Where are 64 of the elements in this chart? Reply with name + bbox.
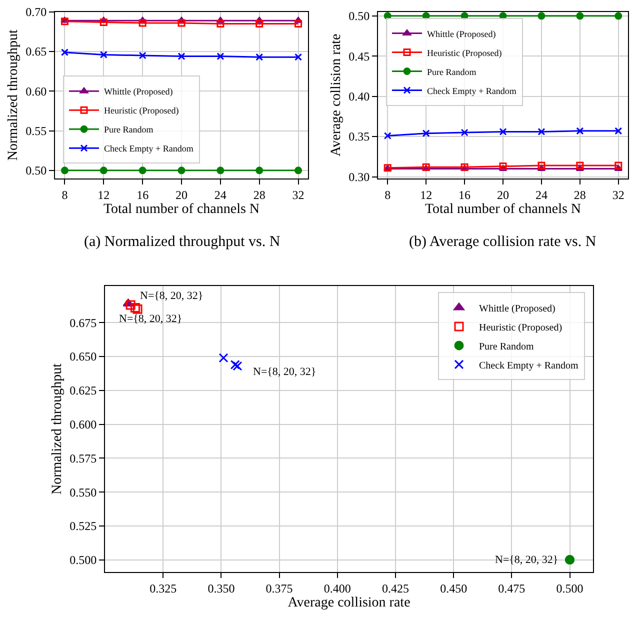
text: (b) Average collision rate vs. N: [409, 234, 596, 250]
y-tick-label: 0.600: [70, 417, 97, 432]
x-tick-label: 12: [420, 188, 432, 202]
x-tick-label: 0.400: [324, 581, 351, 596]
y-tick-label: 0.30: [348, 170, 370, 184]
y-tick-label: 0.50: [348, 9, 370, 24]
x-tick-label: 8: [62, 188, 68, 202]
y-tick-label: 0.575: [70, 451, 97, 466]
legend-label: Heuristic (Proposed): [479, 322, 562, 334]
x-axis-title: Total number of channels N: [103, 202, 260, 218]
legend-label: Whittle (Proposed): [427, 28, 496, 39]
y-tick-label: 0.35: [348, 130, 370, 144]
y-tick-label: 0.625: [70, 384, 97, 398]
y-tick-label: 0.550: [70, 485, 97, 500]
legend-label: Check Empty + Random: [104, 144, 194, 154]
x-tick-label: 0.325: [150, 581, 177, 596]
x-tick-label: 16: [136, 188, 149, 202]
annotation: N={8, 20, 32}: [495, 554, 558, 566]
x-tick-label: 24: [214, 188, 226, 202]
x-tick-label: 0.425: [382, 581, 409, 596]
text: (a) Normalized throughput vs. N: [84, 234, 280, 250]
x-tick-label: 28: [253, 188, 266, 202]
x-tick-label: 24: [535, 188, 548, 202]
x-tick-label: 16: [458, 188, 471, 202]
y-axis-title: Normalized throughput: [6, 30, 22, 161]
legend-label: Check Empty + Random: [479, 360, 578, 372]
y-tick-label: 0.70: [26, 5, 47, 20]
y-tick-label: 0.650: [70, 350, 97, 364]
y-tick-label: 0.40: [348, 90, 370, 104]
x-tick-label: 0.450: [440, 581, 468, 596]
y-tick-label: 0.55: [26, 124, 47, 138]
x-tick-label: 32: [612, 188, 624, 202]
x-tick-label: 12: [98, 188, 110, 202]
legend-label: Pure Random: [427, 66, 476, 77]
x-tick-label: 32: [292, 188, 304, 202]
legend-label: Whittle (Proposed): [479, 303, 556, 314]
y-tick-label: 0.50: [26, 164, 47, 178]
x-tick-label: 0.500: [556, 581, 584, 596]
y-tick-label: 0.65: [26, 44, 47, 59]
legend-label: Check Empty + Random: [427, 86, 516, 96]
y-axis-title: Average collision rate: [329, 34, 344, 156]
x-tick-label: 0.475: [498, 581, 526, 596]
legend-label: Pure Random: [479, 341, 534, 352]
legend-label: Pure Random: [104, 124, 154, 135]
y-tick-label: 0.500: [70, 553, 97, 567]
y-tick-label: 0.60: [26, 84, 47, 98]
x-tick-label: 20: [497, 188, 509, 202]
y-axis-title: Normalized throughput: [50, 363, 66, 495]
x-axis-title: Total number of channels N: [424, 202, 582, 218]
x-tick-label: 0.350: [208, 581, 235, 596]
x-tick-label: 20: [176, 188, 188, 202]
x-axis-title: Average collision rate: [288, 596, 410, 611]
y-tick-label: 0.45: [348, 49, 370, 64]
annotation: N={8, 20, 32}: [253, 366, 316, 378]
annotation: N={8, 20, 32}: [119, 313, 182, 325]
legend-label: Heuristic (Proposed): [104, 106, 179, 116]
y-tick-label: 0.525: [70, 519, 97, 534]
legend-label: Whittle (Proposed): [104, 86, 173, 97]
x-tick-label: 8: [384, 188, 391, 202]
y-tick-label: 0.675: [70, 316, 97, 330]
legend-label: Heuristic (Proposed): [427, 48, 502, 58]
annotation: N={8, 20, 32}: [140, 290, 204, 302]
x-tick-label: 0.375: [266, 581, 293, 596]
x-tick-label: 28: [574, 188, 586, 202]
